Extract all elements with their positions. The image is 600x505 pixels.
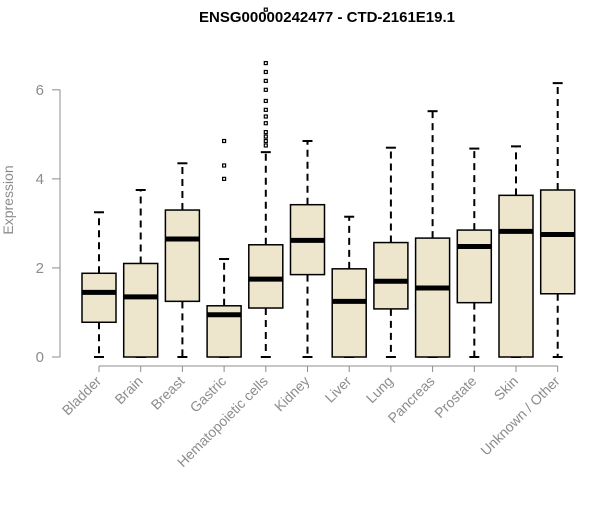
box-iqr bbox=[81, 272, 117, 324]
x-tick-label: Bladder bbox=[59, 373, 105, 419]
outlier-point bbox=[263, 60, 268, 66]
box-series bbox=[81, 7, 576, 358]
x-tick-label: Brain bbox=[111, 373, 145, 407]
x-tick-label: Breast bbox=[148, 373, 188, 413]
box-iqr bbox=[456, 229, 493, 304]
box-iqr bbox=[122, 262, 159, 358]
y-tick-label: 0 bbox=[36, 349, 44, 366]
box-iqr bbox=[331, 268, 367, 358]
box-8 bbox=[373, 146, 409, 358]
y-tick-label: 6 bbox=[36, 82, 44, 99]
box-11 bbox=[498, 145, 534, 358]
outlier-point bbox=[222, 176, 227, 181]
x-tick-label: Liver bbox=[322, 373, 355, 406]
x-tick-label: Unknown / Other bbox=[477, 373, 563, 459]
outlier-point bbox=[263, 7, 268, 12]
box-iqr bbox=[373, 241, 409, 310]
box-iqr bbox=[539, 189, 576, 295]
outlier-point bbox=[263, 134, 268, 139]
chart-title: ENSG00000242477 - CTD-2161E19.1 bbox=[199, 9, 455, 26]
outlier-point bbox=[263, 143, 268, 148]
box-iqr bbox=[248, 244, 284, 309]
box-4 bbox=[206, 138, 242, 358]
outlier-point bbox=[263, 87, 268, 92]
outlier-point bbox=[263, 98, 268, 104]
box-9 bbox=[414, 110, 451, 358]
y-axis: 0 2 4 6 bbox=[36, 82, 61, 366]
y-tick-label: 4 bbox=[36, 171, 44, 188]
outlier-point bbox=[263, 130, 268, 135]
box-7 bbox=[331, 215, 367, 358]
box-6 bbox=[289, 140, 326, 358]
box-12 bbox=[539, 82, 576, 358]
box-3 bbox=[164, 162, 201, 358]
x-tick-label: Kidney bbox=[271, 373, 313, 415]
box-iqr bbox=[498, 194, 534, 358]
outlier-point bbox=[263, 138, 268, 144]
outlier-point bbox=[263, 107, 268, 112]
box-iqr bbox=[414, 237, 451, 358]
box-2 bbox=[122, 189, 159, 358]
outlier-point bbox=[263, 69, 268, 75]
x-tick-label: Prostate bbox=[431, 373, 479, 421]
box-10 bbox=[456, 147, 493, 358]
box-1 bbox=[81, 211, 117, 358]
outlier-point bbox=[263, 78, 268, 83]
outlier-point bbox=[263, 121, 268, 126]
box-5 bbox=[248, 7, 284, 358]
x-tick-label: Skin bbox=[491, 373, 522, 404]
outlier-point bbox=[222, 138, 227, 144]
box-iqr bbox=[164, 209, 201, 303]
outlier-point bbox=[222, 163, 227, 168]
y-tick-label: 2 bbox=[36, 260, 44, 277]
y-axis-label: Expression bbox=[0, 165, 16, 234]
x-tick-label: Lung bbox=[363, 373, 396, 406]
outlier-point bbox=[263, 114, 268, 119]
